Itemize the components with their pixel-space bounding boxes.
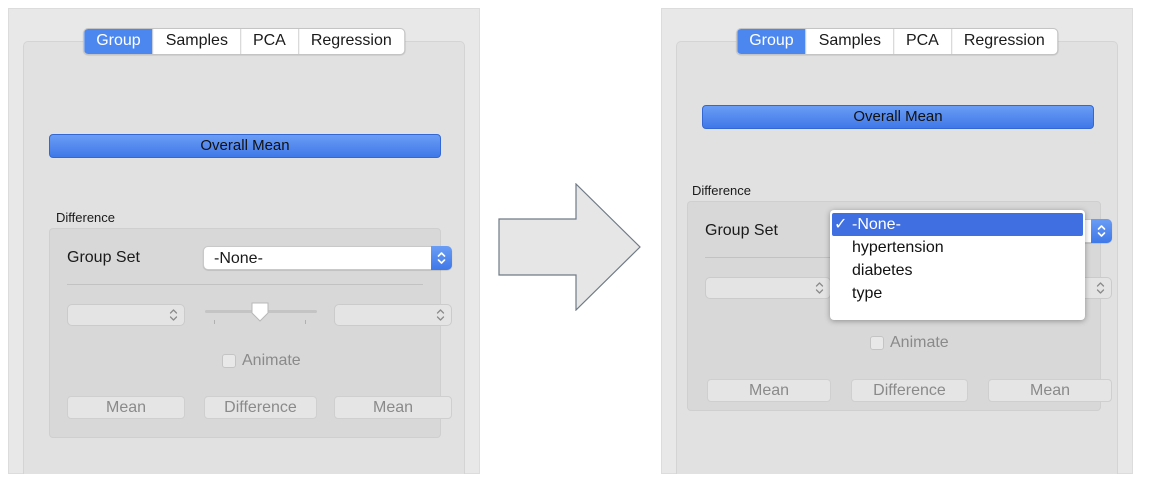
tab-samples[interactable]: Samples bbox=[805, 29, 893, 54]
menu-item-label: -None- bbox=[852, 216, 901, 233]
tab-content-panel: Overall Mean Difference Group Set -None- bbox=[23, 41, 465, 474]
up-down-chevron-icon bbox=[1096, 281, 1105, 300]
group-b-popup[interactable] bbox=[334, 304, 452, 326]
window-before: Group Samples PCA Regression Overall Mea… bbox=[8, 8, 480, 474]
tab-regression[interactable]: Regression bbox=[950, 29, 1057, 54]
tab-group[interactable]: Group bbox=[737, 29, 806, 54]
animate-checkbox[interactable] bbox=[222, 354, 236, 368]
animate-option[interactable]: Animate bbox=[870, 334, 949, 352]
up-down-chevron-icon bbox=[815, 281, 824, 300]
animate-option[interactable]: Animate bbox=[222, 352, 301, 370]
slider-tick bbox=[214, 320, 215, 324]
menu-item-none[interactable]: ✓ -None- bbox=[832, 213, 1083, 236]
animate-checkbox[interactable] bbox=[870, 336, 884, 350]
tab-pca[interactable]: PCA bbox=[239, 29, 298, 54]
mean-right-button[interactable]: Mean bbox=[988, 379, 1112, 402]
up-down-chevron-icon bbox=[169, 308, 178, 327]
slider-tick bbox=[305, 320, 306, 324]
up-down-chevron-icon bbox=[436, 308, 445, 327]
group-set-popup[interactable]: -None- bbox=[203, 246, 452, 270]
animate-label: Animate bbox=[242, 352, 301, 369]
group-set-dropdown-menu: ✓ -None- hypertension diabetes type bbox=[830, 210, 1085, 320]
checkmark-icon: ✓ bbox=[834, 216, 848, 233]
difference-section-title: Difference bbox=[56, 210, 116, 225]
tab-samples[interactable]: Samples bbox=[152, 29, 240, 54]
tab-group[interactable]: Group bbox=[84, 29, 153, 54]
right-arrow-icon bbox=[498, 182, 642, 316]
segmented-tabs: Group Samples PCA Regression bbox=[736, 28, 1058, 55]
difference-box: Group Set -None- bbox=[49, 228, 452, 438]
menu-item-hypertension[interactable]: hypertension bbox=[830, 236, 1085, 259]
mean-left-button[interactable]: Mean bbox=[707, 379, 831, 402]
menu-item-diabetes[interactable]: diabetes bbox=[830, 259, 1085, 282]
up-down-chevron-icon bbox=[431, 246, 452, 270]
mean-left-button[interactable]: Mean bbox=[67, 396, 185, 419]
overall-mean-button[interactable]: Overall Mean bbox=[49, 134, 441, 158]
difference-button[interactable]: Difference bbox=[851, 379, 968, 402]
difference-slider[interactable] bbox=[205, 300, 317, 326]
menu-item-type[interactable]: type bbox=[830, 282, 1085, 305]
up-down-chevron-icon bbox=[1091, 219, 1112, 243]
tab-regression[interactable]: Regression bbox=[297, 29, 404, 54]
difference-section-title: Difference bbox=[692, 183, 752, 198]
group-set-value: -None- bbox=[214, 250, 263, 267]
group-set-label: Group Set bbox=[67, 249, 140, 266]
overall-mean-button[interactable]: Overall Mean bbox=[702, 105, 1094, 129]
slider-knob-icon[interactable] bbox=[250, 301, 270, 328]
menu-item-label: diabetes bbox=[852, 262, 913, 279]
group-a-popup[interactable] bbox=[67, 304, 185, 326]
segmented-tabs: Group Samples PCA Regression bbox=[83, 28, 405, 55]
separator bbox=[67, 284, 423, 285]
group-a-popup[interactable] bbox=[705, 277, 831, 299]
menu-item-label: hypertension bbox=[852, 239, 944, 256]
mean-right-button[interactable]: Mean bbox=[334, 396, 452, 419]
tab-pca[interactable]: PCA bbox=[892, 29, 951, 54]
menu-item-label: type bbox=[852, 285, 883, 302]
group-set-label: Group Set bbox=[705, 222, 778, 239]
animate-label: Animate bbox=[890, 334, 949, 351]
difference-button[interactable]: Difference bbox=[204, 396, 317, 419]
